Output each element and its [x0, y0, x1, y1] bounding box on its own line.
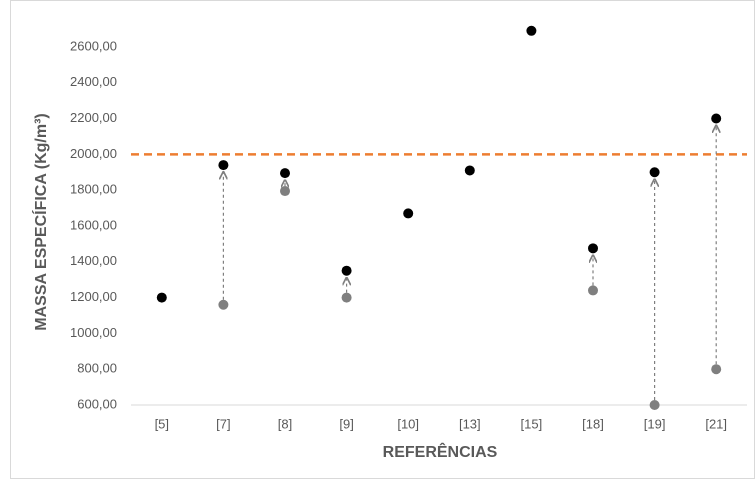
y-axis-title: MASSA ESPECÍFICA (Kg/m³): [31, 113, 50, 330]
point: [341, 292, 352, 303]
y-tick-label: 2000,00: [70, 146, 117, 161]
y-tick-label: 2600,00: [70, 38, 117, 53]
x-tick-label: [5]: [155, 416, 169, 431]
x-tick-label: [21]: [705, 416, 727, 431]
x-tick-label: [7]: [216, 416, 230, 431]
y-tick-label: 800,00: [77, 361, 117, 376]
x-tick-label: [19]: [644, 416, 666, 431]
x-tick-label: [13]: [459, 416, 481, 431]
point: [403, 208, 414, 219]
point: [280, 168, 290, 179]
point: [218, 299, 229, 310]
y-tick-label: 1400,00: [70, 253, 117, 268]
x-tick-label: [8]: [278, 416, 292, 431]
point: [156, 292, 167, 303]
point: [711, 113, 722, 124]
x-tick-label: [10]: [397, 416, 419, 431]
y-tick-label: 1000,00: [70, 325, 117, 340]
y-tick-label: 1600,00: [70, 217, 117, 232]
point: [464, 165, 475, 176]
x-axis-title: REFERÊNCIAS: [383, 442, 498, 461]
y-tick-label: 1200,00: [70, 289, 117, 304]
x-tick-label: [15]: [521, 416, 543, 431]
chart-border: [10, 0, 755, 479]
point: [341, 265, 352, 276]
x-tick-label: [9]: [339, 416, 353, 431]
y-tick-label: 2400,00: [70, 74, 117, 89]
point: [711, 364, 722, 375]
point: [649, 167, 660, 178]
y-tick-label: 1800,00: [70, 182, 117, 197]
y-tick-label: 2200,00: [70, 110, 117, 125]
point: [649, 400, 660, 410]
point: [526, 25, 537, 36]
y-tick-label: 600,00: [77, 396, 117, 411]
point: [280, 186, 290, 197]
point: [588, 243, 598, 254]
x-tick-label: [18]: [582, 416, 604, 431]
point: [218, 160, 229, 171]
point: [588, 285, 598, 296]
